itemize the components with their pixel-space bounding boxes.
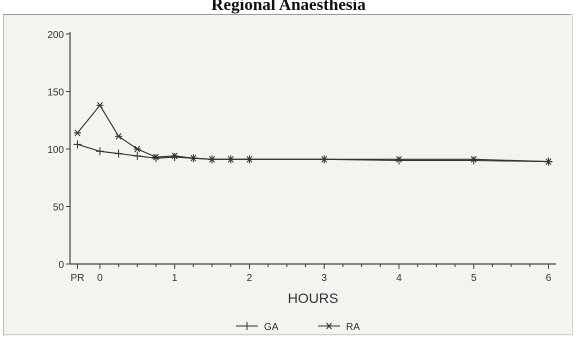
star-marker: [152, 153, 160, 161]
x-tick-label: 0: [97, 273, 103, 284]
marker-stroke: [396, 156, 402, 163]
frame-top-rule: [3, 14, 571, 15]
y-tick-label: 200: [47, 30, 64, 41]
y-tick-label: 100: [47, 145, 64, 156]
y-tick-label: 150: [47, 88, 64, 99]
plus-marker: [95, 147, 104, 156]
plus-marker: [133, 151, 142, 160]
plus-marker: [114, 149, 123, 158]
legend-label: RA: [346, 322, 360, 333]
star-marker: [325, 322, 333, 330]
plus-marker: [469, 156, 478, 165]
star-marker: [470, 156, 478, 163]
marker-stroke: [134, 145, 141, 153]
marker-stroke: [171, 152, 178, 160]
series-line-ra: [77, 104, 549, 163]
plus-marker: [394, 156, 403, 165]
star-marker: [208, 156, 216, 163]
x-tick-label: PR: [71, 273, 85, 284]
y-tick-label: 50: [53, 203, 65, 214]
legend-item-ra: RA: [318, 322, 360, 333]
page-title: Regional Anaesthesia: [211, 0, 366, 14]
marker-stroke: [190, 154, 197, 162]
marker-stroke: [97, 101, 103, 109]
legend-item-ga: GA: [236, 322, 279, 333]
star-marker: [320, 156, 328, 163]
marker-stroke: [321, 156, 328, 163]
frame-bottom-rule: [3, 334, 571, 335]
marker-stroke: [470, 156, 477, 163]
star-marker: [227, 156, 235, 163]
chart-legend: GA RA: [236, 322, 360, 333]
marker-stroke: [115, 133, 122, 140]
plus-marker: [170, 153, 179, 162]
x-tick-label: 4: [396, 273, 402, 284]
plus-marker: [243, 322, 251, 330]
chart-frame: [3, 14, 573, 336]
x-tick-label: 6: [546, 273, 552, 284]
y-tick-label: 0: [58, 260, 64, 271]
star-marker: [171, 152, 179, 160]
star-marker: [133, 145, 141, 153]
chart-axes: 0 50 100 150 200 PR 0 1 2 3 4 5 6: [47, 30, 556, 284]
x-tick-label: 2: [247, 273, 253, 284]
plus-marker: [73, 140, 82, 149]
legend-label: GA: [264, 322, 279, 333]
x-tick-label: 1: [172, 273, 178, 284]
marker-stroke: [246, 156, 253, 163]
star-marker: [96, 101, 104, 109]
marker-stroke: [545, 158, 552, 165]
star-marker: [115, 133, 123, 140]
star-marker: [189, 154, 197, 162]
marker-stroke: [227, 156, 234, 163]
star-marker: [245, 156, 253, 163]
marker-stroke: [74, 129, 81, 137]
star-marker: [545, 158, 553, 165]
plus-marker: [151, 154, 160, 163]
marker-stroke: [209, 156, 215, 163]
star-marker: [395, 156, 403, 163]
x-axis-title: HOURS: [288, 290, 339, 306]
x-tick-label: 3: [321, 273, 327, 284]
marker-stroke: [326, 322, 332, 330]
x-tick-label: 5: [471, 273, 477, 284]
marker-stroke: [153, 153, 159, 161]
chart-marks: [73, 101, 553, 166]
star-marker: [73, 129, 81, 137]
